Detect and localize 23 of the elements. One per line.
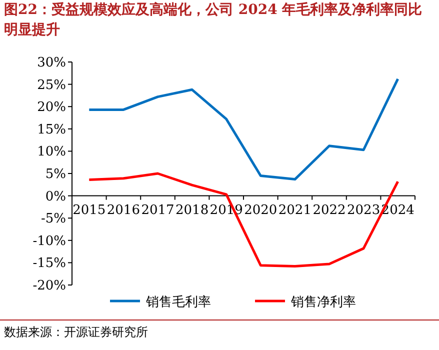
x-tick-label: 2020	[244, 202, 278, 218]
legend-label: 销售毛利率	[145, 294, 211, 310]
y-tick-label: 20%	[37, 100, 66, 116]
x-tick-label: 2017	[141, 202, 174, 218]
x-tick-label: 2018	[176, 202, 209, 218]
y-tick-label: 10%	[37, 144, 66, 160]
y-tick-label: -5%	[40, 212, 66, 227]
x-tick-label: 2016	[106, 202, 140, 218]
y-tick-label: -20%	[32, 278, 66, 294]
y-tick-label: 15%	[37, 122, 66, 138]
x-tick-label: 2021	[278, 202, 312, 218]
y-tick-label: 30%	[37, 56, 66, 70]
x-tick-label: 2022	[312, 202, 346, 218]
y-tick-label: 0%	[45, 189, 66, 204]
title: 图22：受益规模效应及高端化，公司 2024 年毛利率及净利率同比明显提升	[4, 2, 422, 38]
y-tick-label: 5%	[45, 167, 66, 182]
y-tick-label: 25%	[37, 78, 66, 93]
x-tick-label: 2023	[347, 202, 380, 218]
y-tick-label: -15%	[32, 256, 66, 272]
source-note: 数据来源：开源证券研究所	[4, 325, 148, 339]
x-tick-label: 2015	[72, 202, 106, 218]
legend-label: 销售净利率	[290, 294, 356, 310]
y-tick-label: -10%	[32, 234, 66, 249]
